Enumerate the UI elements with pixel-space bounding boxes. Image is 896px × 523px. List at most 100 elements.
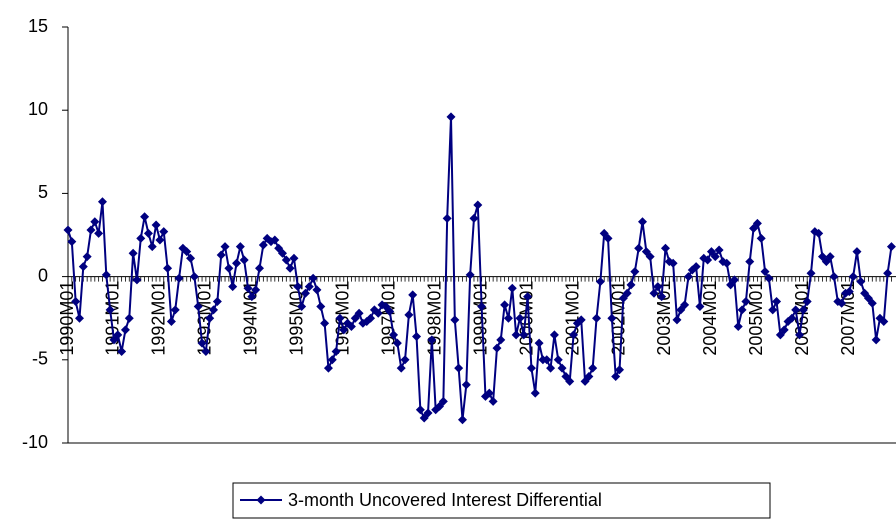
- data-point: [90, 217, 100, 227]
- data-point: [764, 273, 774, 283]
- data-point: [657, 292, 667, 302]
- data-point: [366, 313, 376, 323]
- data-point: [67, 237, 77, 247]
- data-point: [124, 313, 134, 323]
- data-point: [611, 371, 621, 381]
- data-point: [63, 225, 73, 235]
- data-point: [584, 371, 594, 381]
- data-point: [412, 332, 422, 342]
- data-point: [442, 213, 452, 223]
- data-point: [672, 315, 682, 325]
- data-point: [209, 305, 219, 315]
- legend-marker: [256, 495, 266, 505]
- data-point: [159, 227, 169, 237]
- data-point: [427, 335, 437, 345]
- data-point: [492, 343, 502, 353]
- y-tick-label: -5: [32, 349, 48, 369]
- data-point: [814, 228, 824, 238]
- data-point: [883, 268, 893, 278]
- data-point: [270, 235, 280, 245]
- data-point: [795, 330, 805, 340]
- data-point: [147, 242, 157, 252]
- data-point: [760, 267, 770, 277]
- data-point: [569, 330, 579, 340]
- data-point: [852, 247, 862, 257]
- data-point: [660, 243, 670, 253]
- data-point: [389, 330, 399, 340]
- data-point: [653, 282, 663, 292]
- data-point: [500, 300, 510, 310]
- y-tick-label: 10: [28, 99, 48, 119]
- data-point: [235, 242, 245, 252]
- data-point: [308, 273, 318, 283]
- data-point: [182, 247, 192, 257]
- data-point: [166, 317, 176, 327]
- data-point: [668, 258, 678, 268]
- data-point: [239, 255, 249, 265]
- data-point: [285, 263, 295, 273]
- data-point: [120, 325, 130, 335]
- data-point: [592, 313, 602, 323]
- data-point: [155, 235, 165, 245]
- data-point: [297, 302, 307, 312]
- data-point: [526, 363, 536, 373]
- x-tick-label: 1992M01: [149, 281, 169, 356]
- data-point: [737, 305, 747, 315]
- data-point: [802, 297, 812, 307]
- data-point: [503, 313, 513, 323]
- data-point: [615, 365, 625, 375]
- data-point: [519, 330, 529, 340]
- data-point: [607, 313, 617, 323]
- data-point: [626, 280, 636, 290]
- data-point: [542, 355, 552, 365]
- data-point: [886, 242, 896, 252]
- data-point: [837, 298, 847, 308]
- data-point: [706, 247, 716, 257]
- data-point: [848, 272, 858, 282]
- data-point: [320, 318, 330, 328]
- data-point: [473, 200, 483, 210]
- data-point: [791, 305, 801, 315]
- data-point: [339, 325, 349, 335]
- data-point: [304, 282, 314, 292]
- data-point: [224, 263, 234, 273]
- data-point: [772, 297, 782, 307]
- data-point: [515, 313, 525, 323]
- data-point: [825, 252, 835, 262]
- data-point: [136, 233, 146, 243]
- data-point: [86, 225, 96, 235]
- legend-box: [232, 482, 771, 519]
- data-point: [523, 292, 533, 302]
- data-point: [856, 277, 866, 287]
- data-point: [484, 388, 494, 398]
- data-point: [404, 310, 414, 320]
- data-point: [729, 275, 739, 285]
- data-point: [354, 308, 364, 318]
- data-point: [752, 218, 762, 228]
- y-tick-label: 5: [38, 182, 48, 202]
- data-point: [741, 297, 751, 307]
- data-point: [507, 283, 517, 293]
- data-point: [193, 302, 203, 312]
- data-point: [595, 277, 605, 287]
- data-point: [385, 307, 395, 317]
- data-point: [553, 355, 563, 365]
- data-point: [530, 388, 540, 398]
- data-point: [228, 282, 238, 292]
- x-tick-label: 2004M01: [700, 281, 720, 356]
- data-point: [170, 305, 180, 315]
- data-point: [588, 363, 598, 373]
- data-point: [117, 346, 127, 356]
- data-point: [549, 330, 559, 340]
- data-point: [293, 282, 303, 292]
- data-point: [101, 270, 111, 280]
- data-point: [488, 396, 498, 406]
- data-point: [477, 302, 487, 312]
- data-point: [733, 322, 743, 332]
- data-point: [78, 262, 88, 272]
- data-point: [565, 376, 575, 386]
- data-point: [634, 243, 644, 253]
- data-point: [128, 248, 138, 258]
- data-point: [511, 330, 521, 340]
- data-point: [534, 338, 544, 348]
